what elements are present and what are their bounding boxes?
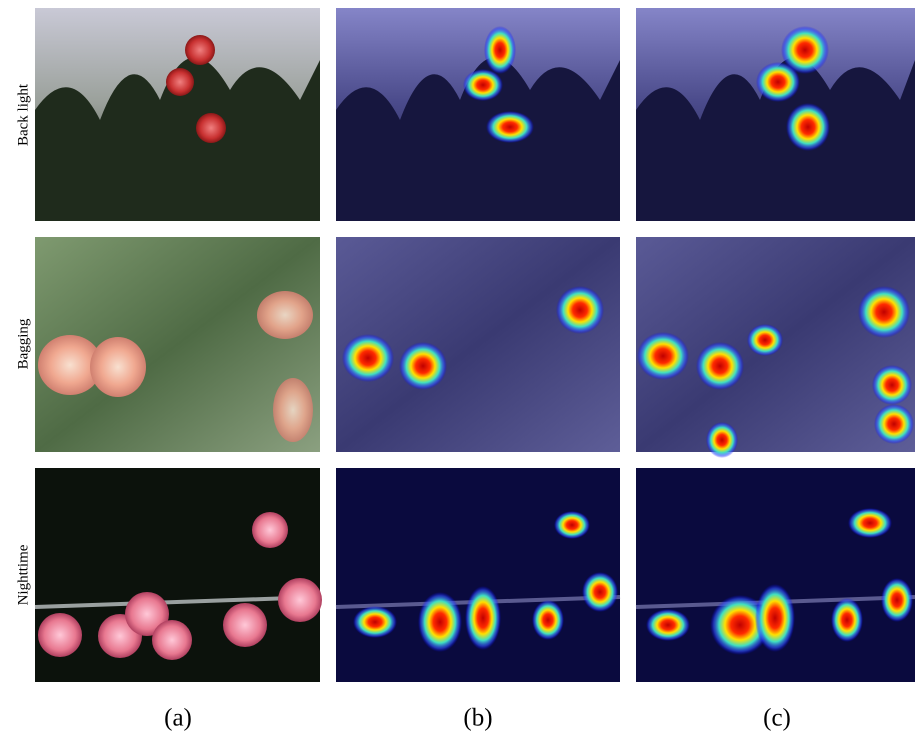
panel-nighttime-a (35, 468, 322, 682)
panel-backlight-b (336, 8, 620, 221)
panel-nighttime-c (636, 468, 915, 682)
panel-bagging-c (636, 237, 915, 458)
row-label: Bagging (15, 318, 31, 369)
column-label: (a) (164, 705, 192, 732)
row-label: Nighttime (15, 544, 31, 605)
panel-backlight-c (636, 8, 915, 221)
panel-bagging-b (336, 237, 620, 452)
column-label: (c) (763, 705, 791, 732)
panel-backlight-a (35, 8, 320, 221)
figure: Back light Bagging Nighttime (a) (b) (c) (0, 0, 916, 745)
panel-nighttime-b (336, 468, 620, 682)
panel-bagging-a (35, 237, 320, 452)
column-label: (b) (463, 705, 492, 732)
row-label: Back light (15, 83, 31, 146)
